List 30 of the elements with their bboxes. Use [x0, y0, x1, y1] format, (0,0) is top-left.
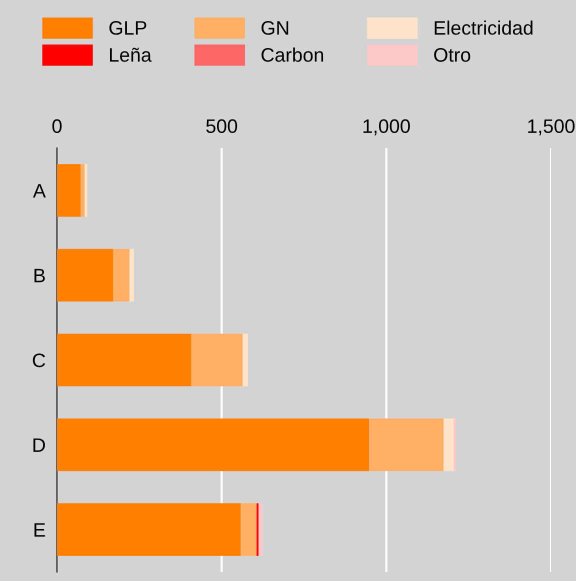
bar	[80, 164, 85, 217]
bar	[129, 248, 134, 302]
bar	[57, 248, 114, 302]
x-tick-label: 1,000	[363, 119, 410, 136]
legend-label: Electricidad	[434, 20, 532, 35]
legend-label: Otro	[434, 48, 470, 62]
y-tick-label: B	[34, 268, 45, 282]
legend-label: Leña	[110, 48, 152, 62]
bar	[84, 164, 88, 217]
y-tick-label: E	[34, 523, 46, 537]
bar	[57, 418, 370, 472]
bar	[240, 503, 257, 556]
bar	[113, 248, 130, 302]
legend-label: GN	[262, 21, 288, 35]
x-tick-label: 0	[52, 119, 62, 134]
y-tick-label: C	[32, 353, 46, 368]
legend-label: Carbon	[262, 48, 324, 62]
bar	[369, 418, 444, 472]
y-tick-label: D	[33, 438, 45, 452]
legend-label: GLP	[109, 21, 146, 35]
bar	[57, 164, 81, 217]
bar	[242, 334, 248, 386]
bar	[57, 334, 192, 386]
x-tick-label: 1,500	[528, 119, 575, 136]
bar	[258, 503, 263, 556]
x-tick-label: 500	[206, 119, 238, 134]
bar	[57, 503, 241, 556]
bar	[191, 334, 243, 386]
y-tick-label: A	[32, 184, 46, 198]
bar	[444, 418, 454, 472]
